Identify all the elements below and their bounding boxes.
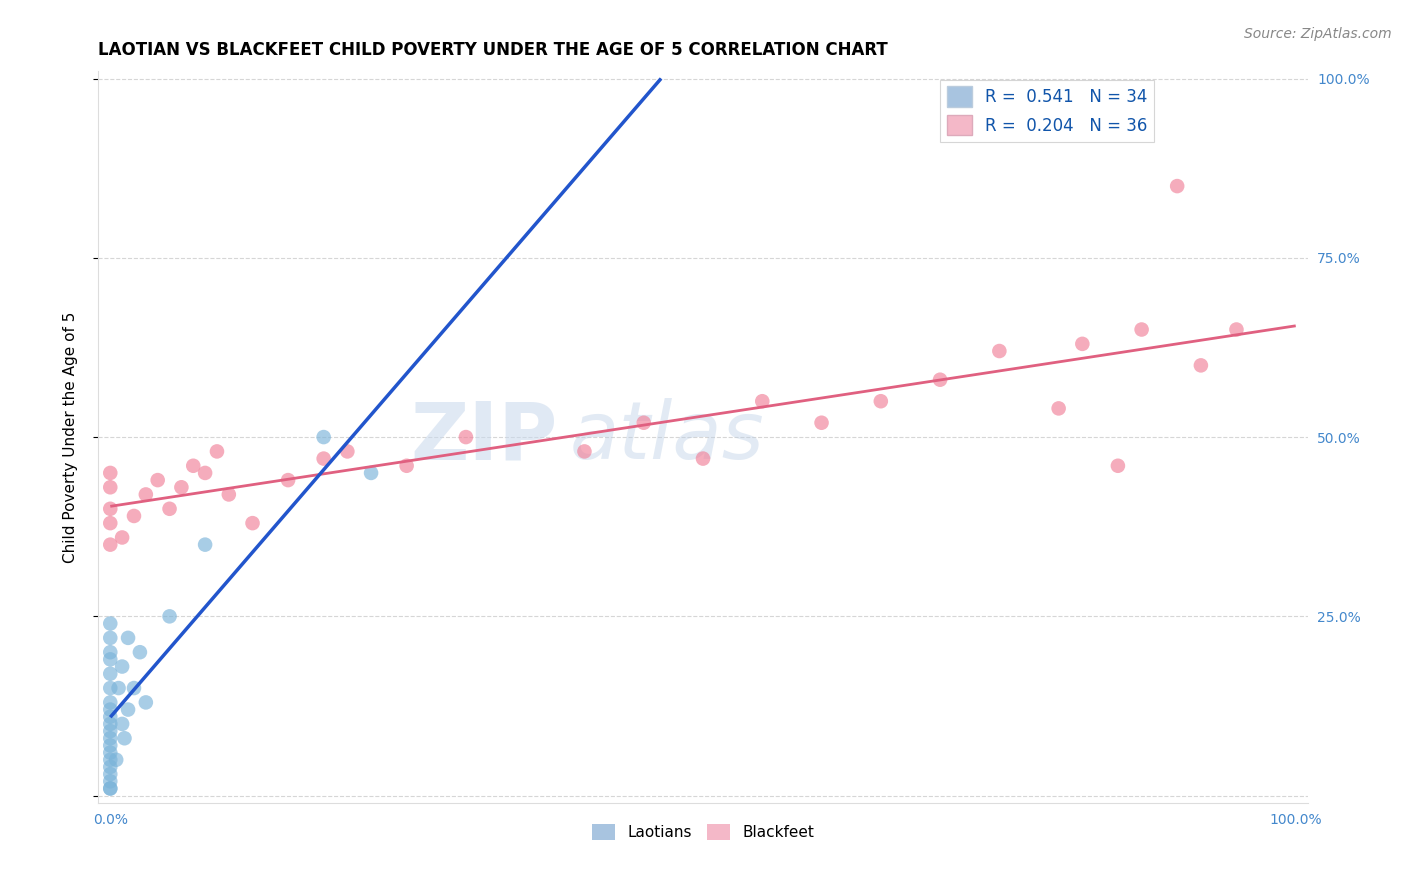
Point xyxy=(988,344,1011,359)
Point xyxy=(751,394,773,409)
Point xyxy=(312,451,335,466)
Point xyxy=(98,739,121,753)
Point xyxy=(360,466,382,480)
Point xyxy=(336,444,359,458)
Point xyxy=(692,451,714,466)
Point xyxy=(98,695,121,709)
Point xyxy=(1225,322,1247,336)
Point xyxy=(135,695,157,709)
Point xyxy=(1047,401,1070,416)
Point xyxy=(98,681,121,695)
Point xyxy=(312,430,335,444)
Point xyxy=(395,458,418,473)
Point xyxy=(114,731,136,746)
Point xyxy=(170,480,193,494)
Point xyxy=(98,753,121,767)
Point xyxy=(98,767,121,781)
Point xyxy=(277,473,299,487)
Point xyxy=(98,710,121,724)
Point xyxy=(98,781,121,796)
Point xyxy=(242,516,264,530)
Text: Source: ZipAtlas.com: Source: ZipAtlas.com xyxy=(1244,27,1392,41)
Point xyxy=(98,616,121,631)
Text: LAOTIAN VS BLACKFEET CHILD POVERTY UNDER THE AGE OF 5 CORRELATION CHART: LAOTIAN VS BLACKFEET CHILD POVERTY UNDER… xyxy=(98,41,889,59)
Point xyxy=(111,659,134,673)
Point xyxy=(107,681,129,695)
Point xyxy=(98,746,121,760)
Point xyxy=(98,781,121,796)
Point xyxy=(159,609,181,624)
Point xyxy=(111,717,134,731)
Point xyxy=(194,466,217,480)
Point xyxy=(98,666,121,681)
Point xyxy=(574,444,596,458)
Point xyxy=(1166,179,1188,194)
Point xyxy=(122,508,145,523)
Point xyxy=(633,416,655,430)
Text: ZIP: ZIP xyxy=(411,398,558,476)
Point xyxy=(146,473,169,487)
Point xyxy=(98,760,121,774)
Point xyxy=(1107,458,1129,473)
Point xyxy=(98,731,121,746)
Point xyxy=(98,631,121,645)
Point xyxy=(98,538,121,552)
Point xyxy=(98,466,121,480)
Point xyxy=(98,717,121,731)
Point xyxy=(117,631,139,645)
Point xyxy=(218,487,240,501)
Point xyxy=(454,430,477,444)
Text: atlas: atlas xyxy=(569,398,765,476)
Point xyxy=(98,516,121,530)
Point xyxy=(1189,359,1212,373)
Point xyxy=(1130,322,1153,336)
Point xyxy=(205,444,228,458)
Point xyxy=(129,645,152,659)
Point xyxy=(98,645,121,659)
Legend: Laotians, Blackfeet: Laotians, Blackfeet xyxy=(586,818,820,847)
Y-axis label: Child Poverty Under the Age of 5: Child Poverty Under the Age of 5 xyxy=(63,311,77,563)
Point xyxy=(869,394,891,409)
Point xyxy=(98,652,121,666)
Point xyxy=(98,724,121,739)
Point xyxy=(111,531,134,545)
Point xyxy=(122,681,145,695)
Point xyxy=(117,702,139,716)
Point xyxy=(1071,336,1094,351)
Point xyxy=(98,774,121,789)
Point xyxy=(810,416,832,430)
Point xyxy=(98,480,121,494)
Point xyxy=(929,373,952,387)
Point xyxy=(105,753,128,767)
Point xyxy=(181,458,204,473)
Point xyxy=(98,702,121,716)
Point xyxy=(159,501,181,516)
Point xyxy=(135,487,157,501)
Point xyxy=(194,538,217,552)
Point xyxy=(98,501,121,516)
